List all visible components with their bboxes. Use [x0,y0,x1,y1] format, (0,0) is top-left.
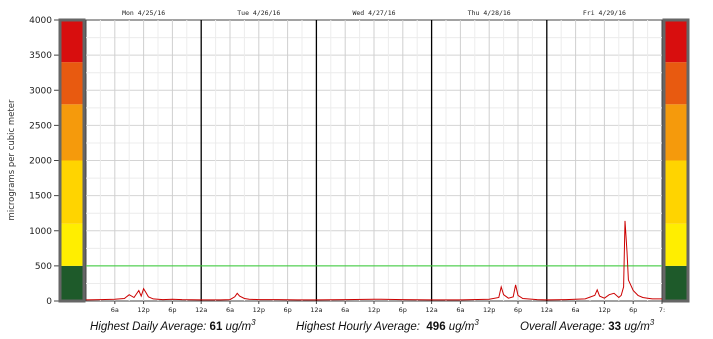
overall-average-unit: ug/m [624,320,650,333]
x-tick-label: 6a [226,306,234,314]
color-scale-segment [60,104,84,161]
overall-average-stat: Overall Average: 33 ug/m3 [520,318,654,333]
color-scale-segment [664,20,688,63]
color-scale-segment [664,104,688,161]
x-tick-label: 12p [137,306,149,314]
x-tick-label: 6p [514,306,522,314]
overall-average-unit-exp: 3 [649,318,655,327]
color-scale-segment [60,265,84,301]
color-scale-frame [58,18,86,303]
y-tick-label: 3000 [29,86,52,96]
hourly-average-unit: ug/m [448,320,475,333]
day-labels: Mon 4/25/16 Tue 4/26/16 Wed 4/27/16 Thu 4/2… [122,9,626,17]
day-label: Mon 4/25/16 [122,9,165,17]
color-scale-frame [662,18,690,303]
hourly-average-label: Highest Hourly Average: [296,320,421,333]
y-tick-label: 500 [35,262,52,272]
grid-lines [86,20,662,301]
color-scale-segment [664,265,688,301]
color-scale-segment [664,223,688,266]
x-tick-label: 7: [659,306,665,314]
day-label: Thu 4/28/16 [468,9,511,17]
x-tick-label: 12p [368,306,380,314]
day-label: Wed 4/27/16 [352,9,395,17]
x-tick-label: 6p [283,306,291,314]
y-tick-label: 3500 [29,51,52,61]
x-tick-label: 12a [541,306,553,314]
x-tick-label: 6p [629,306,637,314]
x-axis-ticks: 6a 12p 6p 12a 6a 12p 6p 12a 6a 12p 6p 12a 6a 12p 6p 12a… [111,301,665,314]
x-tick-label: 6p [399,306,407,314]
overall-average-value: 33 [608,320,622,333]
day-label: Fri 4/29/16 [583,9,626,17]
x-tick-label: 6p [168,306,176,314]
x-tick-label: 12p [598,306,610,314]
color-scale-segment [60,223,84,266]
y-tick-label: 1000 [29,227,52,237]
overall-average-label: Overall Average: [520,320,606,333]
left-color-scale [58,18,86,303]
y-axis-ticks: 0 500 1000 1500 2000 2500 3000 3500 4000 [29,16,60,307]
day-separators [200,20,548,301]
hourly-average-stat: Highest Hourly Average: 496 ug/m3 [296,318,479,333]
x-tick-label: 12a [195,306,207,314]
data-series [85,220,662,301]
x-tick-label: 12p [253,306,265,314]
color-scale-segment [60,20,84,63]
x-tick-label: 6a [572,306,580,314]
color-scale-segment [664,62,688,105]
hourly-average-unit-exp: 3 [474,318,479,327]
y-axis-label: micrograms per cubic meter [7,99,17,220]
x-tick-label: 12p [483,306,495,314]
daily-average-value: 61 [209,320,223,333]
x-tick-label: 12a [310,306,322,314]
hourly-average-value: 496 [426,320,446,333]
y-tick-label: 2500 [29,121,52,131]
right-color-scale [662,18,690,303]
x-tick-label: 6a [111,306,119,314]
daily-average-unit: ug/m [225,320,252,333]
series-line [85,220,662,301]
y-tick-label: 2000 [29,157,52,167]
daily-average-stat: Highest Daily Average: 61 ug/m3 [90,318,256,333]
x-tick-label: 6a [456,306,464,314]
color-scale-segment [664,160,688,224]
y-tick-label: 0 [46,297,52,307]
daily-average-unit-exp: 3 [251,318,256,327]
summary-stats: Highest Daily Average: 61 ug/m3 Highest … [0,318,713,338]
color-scale-segment [60,62,84,105]
x-tick-label: 12a [425,306,437,314]
color-scale-segment [60,160,84,224]
day-label: Tue 4/26/16 [237,9,280,17]
y-tick-label: 4000 [29,16,52,26]
x-tick-label: 6a [341,306,349,314]
daily-average-label: Highest Daily Average: [90,320,207,333]
y-tick-label: 1500 [29,192,52,202]
pm-line-chart: micrograms per cubic meter 0 500 1000 1500 2… [7,9,690,314]
